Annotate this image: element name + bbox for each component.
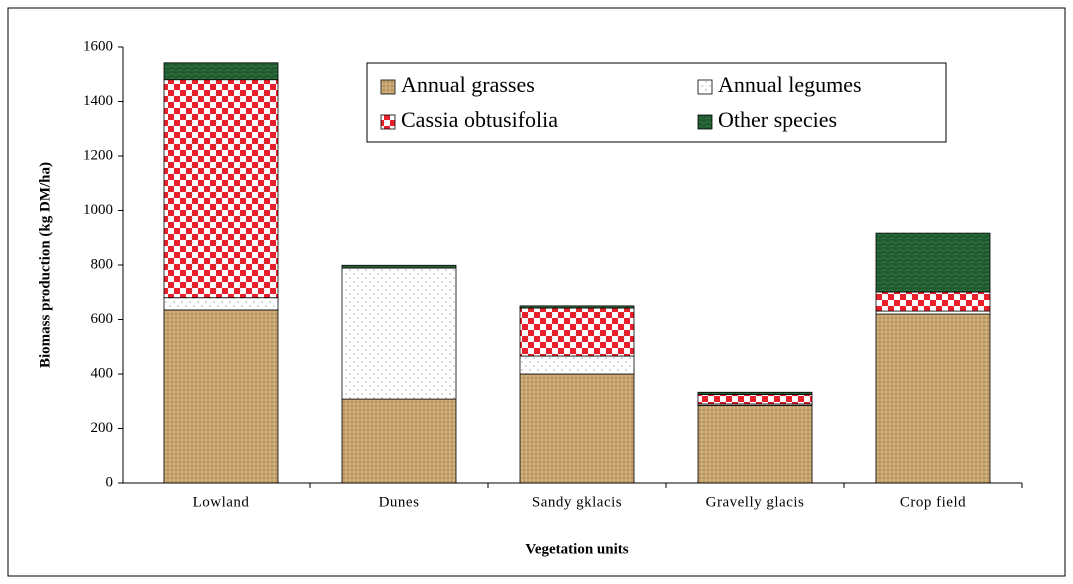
y-tick-label: 0 xyxy=(106,474,114,490)
legend-label: Cassia obtusifolia xyxy=(401,107,558,132)
bar-segment xyxy=(163,62,279,81)
y-tick-label: 1000 xyxy=(83,202,113,218)
y-tick-label: 800 xyxy=(91,256,114,272)
bar-segment xyxy=(519,307,635,357)
x-tick-label: Lowland xyxy=(193,494,250,510)
legend-label: Other species xyxy=(718,107,837,132)
bar-segment xyxy=(163,309,279,484)
x-tick-label: Dunes xyxy=(379,494,420,510)
x-tick-label: Gravelly glacis xyxy=(706,494,805,510)
legend-label: Annual legumes xyxy=(718,72,862,97)
bar-segment xyxy=(875,291,991,312)
y-tick-label: 1600 xyxy=(83,38,113,54)
bar-segment xyxy=(875,310,991,315)
x-tick-label: Crop field xyxy=(900,494,966,510)
bar-segment xyxy=(341,264,457,269)
legend-label: Annual grasses xyxy=(401,72,535,97)
bar-segment xyxy=(697,404,813,484)
bar-segment xyxy=(697,391,813,395)
y-tick-label: 1200 xyxy=(83,147,113,163)
bar-segment xyxy=(341,398,457,484)
bar-segment xyxy=(519,305,635,309)
x-tick-label: Sandy gklacis xyxy=(532,494,622,510)
bar-segment xyxy=(163,79,279,299)
y-tick-label: 1400 xyxy=(83,93,113,109)
y-tick-label: 200 xyxy=(91,420,114,436)
bar-segment xyxy=(875,313,991,484)
y-tick-label: 600 xyxy=(91,311,114,327)
x-axis-title: Vegetation units xyxy=(525,541,628,557)
legend-swatch xyxy=(697,79,713,95)
bar-segment xyxy=(163,297,279,311)
y-axis-title: Biomass production (kg DM/ha) xyxy=(37,162,53,368)
bar-segment xyxy=(341,267,457,400)
bar-segment xyxy=(875,232,991,293)
legend-swatch xyxy=(380,79,396,95)
bar-segment xyxy=(697,394,813,405)
legend-box xyxy=(366,62,947,143)
bar-segment xyxy=(519,373,635,484)
bar-segment xyxy=(519,355,635,375)
legend-swatch xyxy=(697,114,713,130)
legend-swatch xyxy=(380,114,396,130)
y-tick-label: 400 xyxy=(91,365,114,381)
